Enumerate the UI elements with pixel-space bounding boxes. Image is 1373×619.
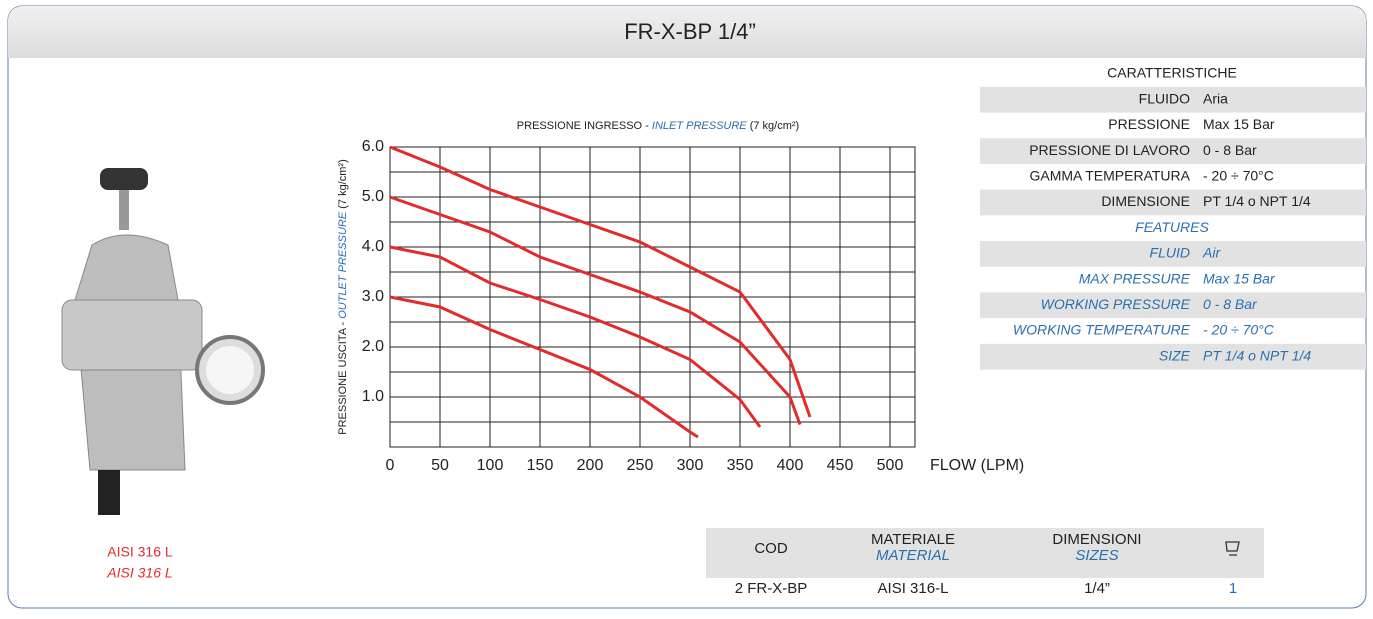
header-band bbox=[8, 6, 1366, 58]
material-label-en: AISI 316 L bbox=[106, 565, 172, 581]
spec-value: - 20 ÷ 70°C bbox=[1203, 168, 1274, 184]
y-axis-label: PRESSIONE USCITA - OUTLET PRESSURE (7 kg… bbox=[337, 159, 349, 434]
spec-label: WORKING TEMPERATURE bbox=[1013, 322, 1191, 338]
x-tick-label: 250 bbox=[627, 457, 654, 474]
spec-value: Aria bbox=[1203, 90, 1228, 106]
row-band bbox=[980, 189, 1366, 216]
header-title: FR-X-BP 1/4” bbox=[624, 19, 756, 44]
y-tick-label: 5.0 bbox=[362, 188, 384, 205]
y-tick-label: 2.0 bbox=[362, 338, 384, 355]
y-tick-label: 3.0 bbox=[362, 288, 384, 305]
table-header: DIMENSIONI bbox=[1052, 531, 1141, 548]
table-cell: 1 bbox=[1229, 580, 1237, 597]
spec-value: Air bbox=[1202, 245, 1221, 261]
spec-label: MAX PRESSURE bbox=[1079, 270, 1191, 286]
x-tick-label: 50 bbox=[431, 457, 449, 474]
spec-label: WORKING PRESSURE bbox=[1041, 296, 1191, 312]
row-band bbox=[980, 343, 1366, 370]
spec-value: Max 15 Bar bbox=[1203, 270, 1276, 286]
spec-label: FLUIDO bbox=[1139, 90, 1190, 106]
title-part: (7 kg/cm²) bbox=[747, 120, 800, 132]
row-band bbox=[980, 292, 1366, 319]
product-image bbox=[61, 168, 265, 515]
spec-label: PRESSIONE DI LAVORO bbox=[1029, 142, 1190, 158]
row-band bbox=[980, 241, 1366, 267]
y-tick-label: 1.0 bbox=[362, 388, 384, 405]
spec-value: PT 1/4 o NPT 1/4 bbox=[1203, 193, 1311, 209]
table-header-band bbox=[706, 528, 1264, 578]
specs-title: CARATTERISTICHE bbox=[1107, 65, 1237, 81]
spec-label: DIMENSIONE bbox=[1101, 193, 1190, 209]
table-header: COD bbox=[754, 540, 788, 557]
table-header: MATERIALE bbox=[871, 531, 955, 548]
x-tick-label: 300 bbox=[677, 457, 704, 474]
title-part: INLET PRESSURE bbox=[652, 120, 747, 132]
specs-title: FEATURES bbox=[1135, 219, 1209, 235]
row-band bbox=[980, 86, 1366, 113]
spec-value: 0 - 8 Bar bbox=[1203, 296, 1258, 312]
spec-label: GAMMA TEMPERATURA bbox=[1029, 168, 1190, 184]
x-tick-label: 500 bbox=[877, 457, 904, 474]
x-tick-label: 400 bbox=[777, 457, 804, 474]
cart-icon bbox=[1225, 541, 1240, 556]
material-label: AISI 316 L bbox=[107, 544, 173, 560]
spec-label: SIZE bbox=[1159, 347, 1191, 363]
x-tick-label: 100 bbox=[477, 457, 504, 474]
x-axis-label: FLOW (LPM) bbox=[930, 457, 1024, 474]
specs: CARATTERISTICHE FLUIDO Aria PRESSIONE Max 15… bbox=[980, 65, 1366, 370]
x-tick-label: 350 bbox=[727, 457, 754, 474]
spec-value: - 20 ÷ 70°C bbox=[1203, 322, 1275, 338]
ylabel-part: PRESSIONE USCITA - bbox=[337, 319, 349, 435]
table-header-en: MATERIAL bbox=[876, 547, 950, 564]
y-tick-label: 6.0 bbox=[362, 138, 384, 155]
x-tick-label: 450 bbox=[827, 457, 854, 474]
title-part: PRESSIONE INGRESSO - bbox=[517, 120, 652, 132]
table-cell: AISI 316-L bbox=[878, 580, 949, 597]
x-tick-label: 150 bbox=[527, 457, 554, 474]
y-tick-label: 4.0 bbox=[362, 238, 384, 255]
ylabel-part: OUTLET PRESSURE bbox=[337, 211, 349, 319]
table: COD MATERIALE DIMENSIONI MATERIAL SIZES 2 FR-… bbox=[735, 531, 1237, 597]
spec-value: Max 15 Bar bbox=[1203, 116, 1275, 132]
curve bbox=[389, 145, 812, 418]
curve bbox=[389, 195, 802, 426]
ylabel-part: (7 kg/cm²) bbox=[337, 159, 349, 212]
curve bbox=[389, 245, 762, 428]
spec-value: PT 1/4 o NPT 1/4 bbox=[1203, 347, 1311, 363]
curve bbox=[389, 295, 699, 439]
table-cell: 1/4” bbox=[1084, 580, 1110, 597]
chart-title: PRESSIONE INGRESSO - INLET PRESSURE (7 k… bbox=[517, 120, 799, 132]
spec-value: 0 - 8 Bar bbox=[1203, 142, 1257, 158]
x-tick-label: 0 bbox=[386, 457, 395, 474]
x-tick-label: 200 bbox=[577, 457, 604, 474]
table-cell: 2 FR-X-BP bbox=[735, 580, 808, 597]
spec-label: FLUID bbox=[1150, 245, 1190, 261]
row-band bbox=[980, 138, 1366, 164]
spec-label: PRESSIONE bbox=[1108, 116, 1190, 132]
table-header-en: SIZES bbox=[1075, 547, 1118, 564]
